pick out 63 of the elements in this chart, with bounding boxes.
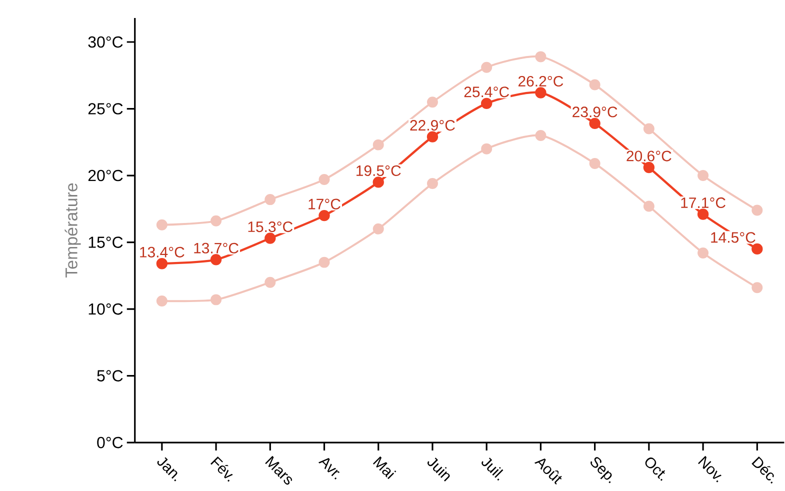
x-tick-label: Avr. [318,458,340,480]
point [210,216,222,227]
x-tick-label: Mai [372,456,396,480]
point [535,87,546,99]
x-tick-label: Jan. [157,457,178,482]
x-tick-label: Juil. [482,458,504,481]
y-tick-label: 5°C [97,370,123,382]
data-label: 17°C [308,199,340,210]
point [318,210,330,222]
point [752,204,763,216]
data-label: 20.6°C [626,150,672,162]
data-label: 13.7°C [194,243,238,254]
data-label: 25.4°C [464,86,510,98]
point [481,62,492,74]
data-label: 13.4°C [140,247,184,258]
data-label: 15.3°C [248,222,293,232]
point [210,294,222,306]
point [210,254,222,266]
point [589,118,600,130]
data-label: 17.1°C [681,198,726,208]
point [426,178,438,190]
point [264,277,276,288]
point [156,296,168,307]
data-label: 19.5°C [356,166,401,176]
point [643,200,654,212]
point [481,98,492,110]
y-tick-label: 25°C [88,103,123,115]
data-label: 26.2°C [518,76,564,87]
y-tick-label: 20°C [88,170,123,182]
data-label: 23.9°C [572,106,618,118]
y-tick-label: 30°C [88,36,123,48]
point [697,208,709,220]
point [535,130,546,142]
y-tick-label: 0°C [97,437,123,448]
x-tick-label: Fév. [210,456,233,482]
point [589,79,600,90]
y-tick-label: 15°C [88,236,123,248]
x-tick-label: Oct. [645,458,666,482]
point [426,131,438,143]
point [752,244,763,255]
point [426,96,438,108]
data-label: 22.9°C [410,120,455,131]
point [156,220,168,231]
point [264,232,276,244]
point [481,144,492,155]
point [752,282,763,294]
point [372,224,384,235]
point [698,248,709,259]
point [643,124,654,135]
y-axis-title: Température [64,184,81,278]
point [318,174,330,186]
point [156,258,168,270]
data-label: 14.5°C [711,232,756,244]
point [589,158,600,170]
point [372,176,384,188]
point [535,51,546,62]
point [698,170,709,182]
point [318,257,330,268]
point [372,140,384,151]
x-tick-label: Juin [427,458,450,482]
point [643,162,655,174]
point [264,194,276,206]
y-tick-label: 10°C [88,304,123,315]
